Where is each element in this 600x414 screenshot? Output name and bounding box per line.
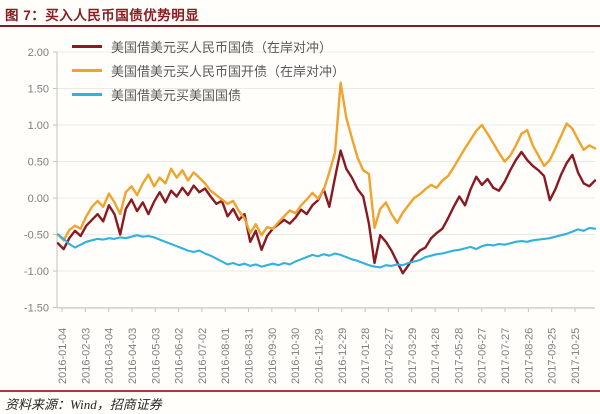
chart-legend: 美国借美元买人民币国债（在岸对冲） 美国借美元买人民币国开债（在岸对冲） 美国借…	[72, 34, 345, 106]
y-tick-label: -1.50	[24, 303, 49, 315]
legend-swatch-line	[72, 44, 102, 48]
y-tick-label: 0.00	[28, 193, 49, 205]
y-tick-label: 0.50	[28, 157, 49, 169]
x-tick-label: 2017-01-28	[360, 328, 372, 384]
title-divider	[0, 25, 600, 27]
x-tick-label: 2016-09-30	[267, 328, 279, 384]
x-tick-label: 2017-02-27	[383, 328, 395, 384]
legend-item-cdb: 美国借美元买人民币国开债（在岸对冲）	[72, 58, 345, 82]
x-tick-label: 2016-01-04	[57, 328, 69, 384]
x-tick-label: 2017-08-26	[523, 328, 535, 384]
x-tick-label: 2016-03-04	[104, 328, 116, 384]
y-tick-label: 1.50	[28, 84, 49, 96]
y-tick-label: 1.00	[28, 120, 49, 132]
x-tick-label: 2016-10-30	[290, 328, 302, 384]
x-tick-label: 2016-08-31	[244, 328, 256, 384]
x-tick-label: 2017-04-28	[430, 328, 442, 384]
x-tick-label: 2017-03-29	[407, 328, 419, 384]
y-tick-label: 2.00	[28, 47, 49, 59]
x-tick-label: 2016-04-03	[127, 328, 139, 384]
legend-item-ust: 美国借美元买美国国债	[72, 82, 345, 106]
series-line-1	[56, 81, 597, 242]
x-tick-label: 2016-11-29	[314, 329, 326, 384]
y-tick-label: -0.50	[24, 230, 49, 242]
x-tick-label: 2017-10-25	[570, 328, 582, 384]
series-line-2	[56, 226, 597, 269]
x-tick-label: 2017-09-25	[547, 328, 559, 384]
source-note: 资料来源：Wind，招商证券	[5, 397, 162, 412]
legend-item-cgb: 美国借美元买人民币国债（在岸对冲）	[72, 34, 345, 58]
legend-label: 美国借美元买人民币国开债（在岸对冲）	[111, 63, 346, 79]
x-tick-label: 2016-05-03	[150, 328, 162, 384]
x-tick-label: 2016-07-02	[197, 328, 209, 384]
x-tick-label: 2017-05-28	[453, 328, 465, 384]
series-line-0	[56, 149, 597, 275]
x-tick-label: 2016-06-02	[174, 328, 186, 384]
legend-label: 美国借美元买人民币国债（在岸对冲）	[111, 39, 333, 55]
x-tick-label: 2017-07-27	[500, 328, 512, 384]
figure-title: 图 7：买入人民币国债优势明显	[5, 8, 200, 23]
x-tick-label: 2016-02-03	[80, 328, 92, 384]
x-tick-label: 2017-06-27	[477, 328, 489, 384]
y-tick-label: -1.00	[24, 266, 49, 278]
legend-label: 美国借美元买美国国债	[111, 87, 242, 103]
legend-swatch-line	[72, 92, 102, 96]
legend-swatch-line	[72, 68, 102, 72]
x-tick-label: 2016-08-01	[220, 328, 232, 384]
footer-divider	[0, 390, 600, 392]
x-tick-label: 2016-12-29	[337, 328, 349, 384]
